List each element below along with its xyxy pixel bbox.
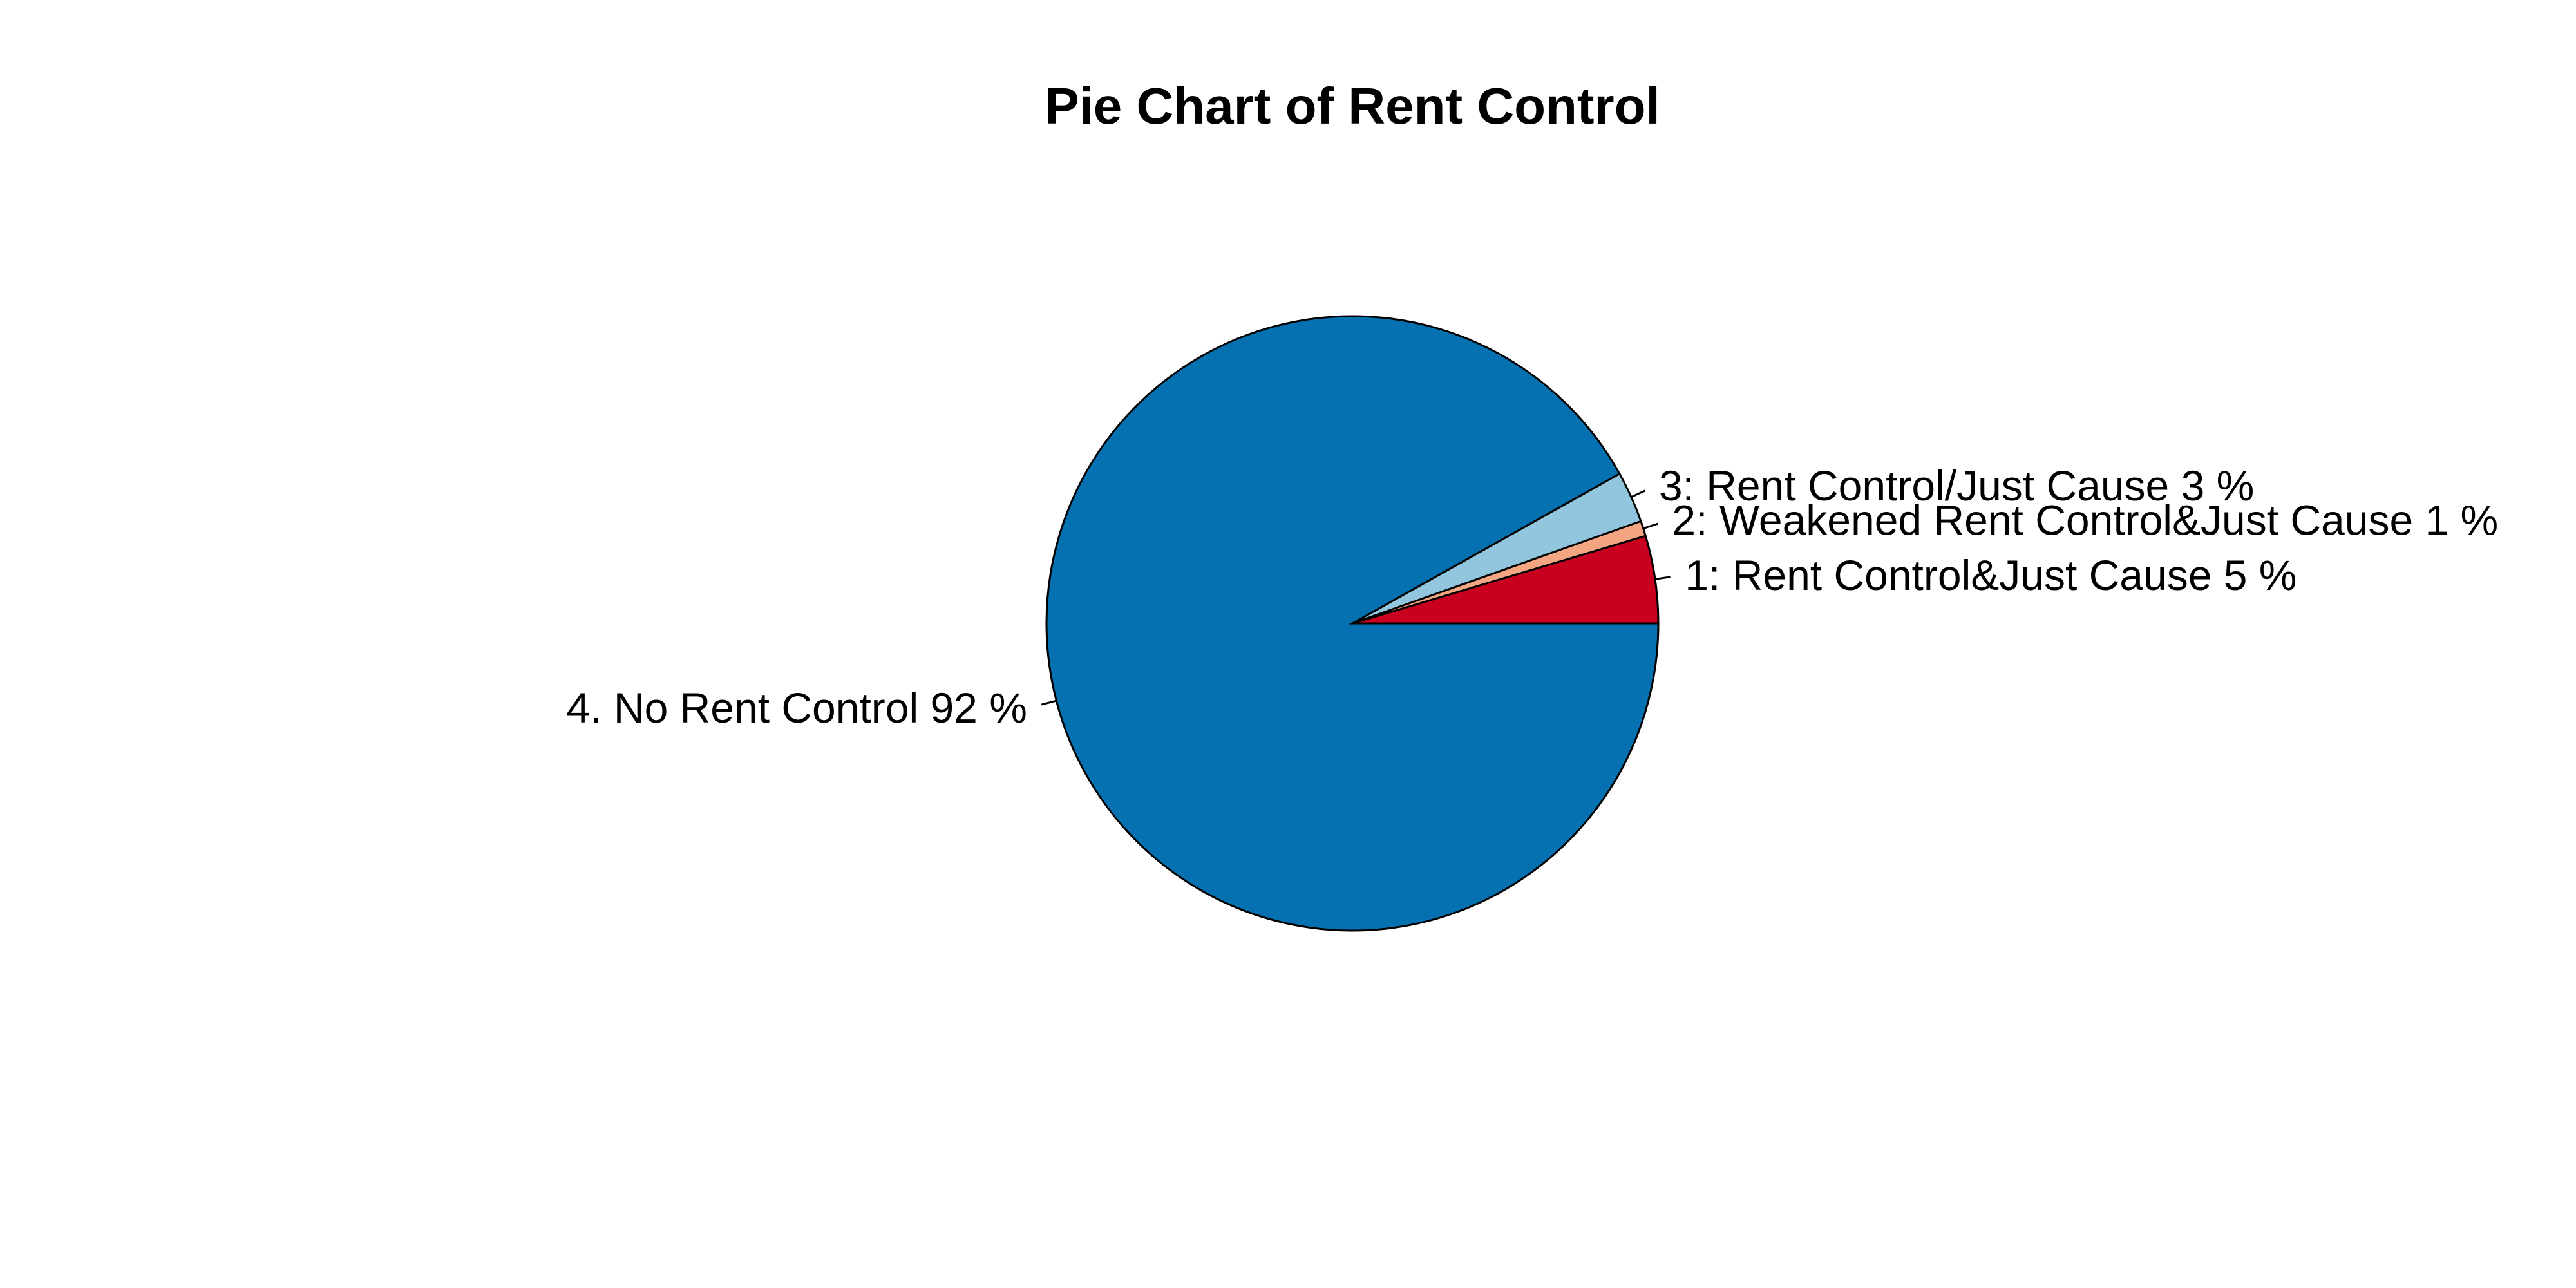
leader-line-2 — [1643, 522, 1658, 530]
slice-label-1: 1: Rent Control&Just Cause 5 % — [1685, 551, 2297, 599]
leader-line-4 — [1041, 699, 1057, 706]
slice-label-3: 3: Rent Control/Just Cause 3 % — [1659, 462, 2254, 509]
leader-line-3 — [1631, 489, 1646, 498]
leader-line-1 — [1654, 576, 1671, 580]
pie-slices — [1045, 315, 1660, 932]
slice-label-4: 4. No Rent Control 92 % — [567, 684, 1027, 732]
pie-leader-lines — [1041, 489, 1671, 706]
pie-slice-4 — [1045, 315, 1660, 932]
chart-title: Pie Chart of Rent Control — [1045, 77, 1660, 135]
pie-labels: 1: Rent Control&Just Cause 5 % 2: Weakene… — [567, 462, 2499, 732]
slice-label-2: 2: Weakened Rent Control&Just Cause 1 % — [1672, 496, 2498, 544]
